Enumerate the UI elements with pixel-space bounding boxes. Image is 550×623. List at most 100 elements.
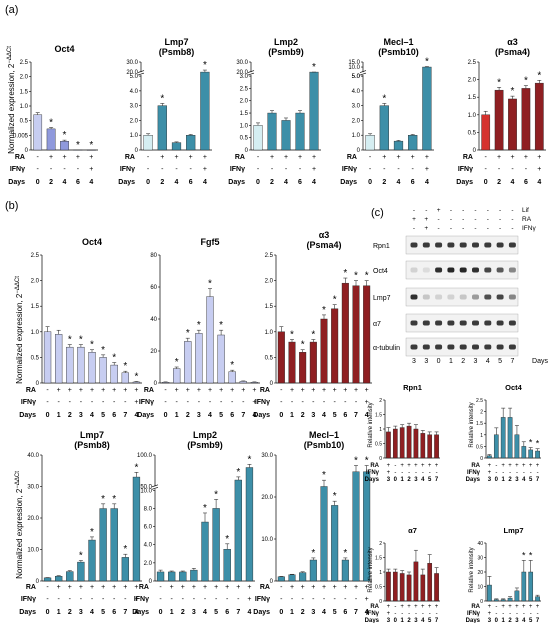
- y-tick-label: 15.0: [348, 60, 360, 66]
- y-tick-label: 2.0: [265, 279, 274, 285]
- row-mark: -: [394, 604, 396, 610]
- y-tick-label: 1.0: [20, 104, 29, 110]
- chart-title: Rpn1: [403, 383, 422, 392]
- western-blot: - - + - - - - - - Lif + + - - - - - - - RA - + - - - - - - - IFNγ Rpn1…: [373, 207, 548, 365]
- row-mark: -: [537, 470, 539, 476]
- row-mark: +: [529, 463, 533, 469]
- blot-lane-label: 3: [412, 358, 416, 365]
- blot-condition-mark: -: [462, 216, 464, 223]
- row-mark: 5: [333, 609, 337, 616]
- row-mark: -: [91, 399, 94, 406]
- row-mark: 0: [368, 179, 372, 186]
- significance-star: *: [301, 340, 305, 351]
- y-tick-label: 0: [270, 381, 274, 387]
- significance-star: *: [236, 467, 240, 478]
- row-mark: -: [69, 399, 72, 406]
- row-mark: 4: [537, 179, 541, 186]
- bar: [487, 455, 492, 459]
- blot-condition-mark: -: [450, 216, 452, 223]
- significance-star: *: [322, 470, 326, 481]
- bar: [427, 434, 433, 459]
- significance-star: *: [524, 76, 528, 87]
- chart-subtitle: (Psmb9): [187, 440, 223, 450]
- bar: [500, 417, 506, 459]
- row-mark: +: [203, 584, 207, 591]
- bar: [493, 434, 499, 459]
- y-tick-label: 0: [36, 579, 40, 585]
- row-mark: 7: [536, 477, 540, 483]
- row-label: RA: [260, 387, 270, 394]
- row-mark: -: [164, 387, 167, 394]
- row-mark: -: [355, 596, 358, 603]
- row-mark: +: [301, 387, 305, 394]
- row-mark: +: [365, 584, 369, 591]
- row-mark: +: [192, 584, 196, 591]
- y-tick-label: 2.5: [265, 253, 274, 259]
- row-label: RA: [144, 387, 154, 394]
- y-tick-label: 0.5: [240, 136, 249, 142]
- y-tick-label: 0.5: [31, 355, 40, 361]
- row-mark: +: [343, 387, 347, 394]
- row-mark: +: [181, 584, 185, 591]
- blot-band: [472, 320, 479, 326]
- row-mark: -: [220, 399, 223, 406]
- blot-band: [435, 320, 443, 326]
- row-mark: -: [509, 611, 511, 617]
- significance-star: *: [290, 329, 294, 340]
- bar: [43, 331, 52, 384]
- significance-star: *: [90, 340, 94, 351]
- chart-title: Lmp7: [80, 430, 104, 440]
- row-mark: +: [174, 154, 178, 161]
- row-mark: -: [204, 596, 207, 603]
- y-axis-label-sup: −ΔΔCt: [15, 471, 21, 489]
- row-mark: -: [511, 166, 514, 173]
- blot-band-label: Oct4: [373, 268, 388, 275]
- blot-band: [508, 344, 516, 350]
- bar: [352, 471, 360, 582]
- significance-star: *: [497, 77, 501, 88]
- row-mark: +: [134, 584, 138, 591]
- blot-band: [435, 242, 443, 248]
- row-mark: -: [495, 604, 497, 610]
- row-mark: +: [89, 166, 93, 173]
- row-mark: -: [495, 611, 497, 617]
- y-tick-label: 2.5: [240, 86, 249, 92]
- bar: [281, 120, 291, 151]
- blot-band: [447, 267, 455, 273]
- row-mark: +: [76, 154, 80, 161]
- blot-band: [472, 242, 479, 248]
- chart-subtitle: (Psmb8): [159, 47, 195, 57]
- row-mark: -: [175, 166, 178, 173]
- row-mark: -: [161, 166, 164, 173]
- row-mark: 5: [428, 618, 432, 623]
- row-mark: -: [170, 596, 173, 603]
- row-mark: 7: [354, 609, 358, 616]
- row-label: IFNγ: [366, 611, 380, 617]
- blot-band: [422, 344, 430, 350]
- row-label: IFNγ: [21, 399, 36, 406]
- chart-title: Mecl–1: [309, 430, 339, 440]
- row-mark: -: [46, 399, 49, 406]
- bar: [132, 476, 141, 582]
- bar: [493, 599, 499, 602]
- y-tick-label: 2.0: [468, 78, 477, 84]
- y-tick-label: 5.0: [130, 74, 139, 80]
- y-tick-label: 20: [150, 349, 157, 355]
- row-mark: +: [515, 604, 519, 610]
- row-mark: +: [241, 387, 245, 394]
- row-mark: -: [422, 470, 424, 476]
- row-mark: -: [198, 399, 201, 406]
- y-tick-label: 20.0: [236, 70, 248, 76]
- chart-b3: α3(Psma4)00.51.01.52.02.5****** * *RA - + + + +…: [253, 230, 372, 419]
- row-mark: +: [101, 387, 105, 394]
- row-mark: -: [285, 166, 288, 173]
- bar: [88, 539, 96, 582]
- row-mark: -: [147, 166, 150, 173]
- row-mark: +: [365, 387, 369, 394]
- blot-condition-mark: -: [438, 225, 440, 232]
- y-tick-label: 60: [150, 285, 157, 291]
- row-mark: +: [311, 584, 315, 591]
- significance-star: *: [354, 271, 358, 282]
- row-mark: -: [516, 470, 518, 476]
- row-mark: +: [322, 584, 326, 591]
